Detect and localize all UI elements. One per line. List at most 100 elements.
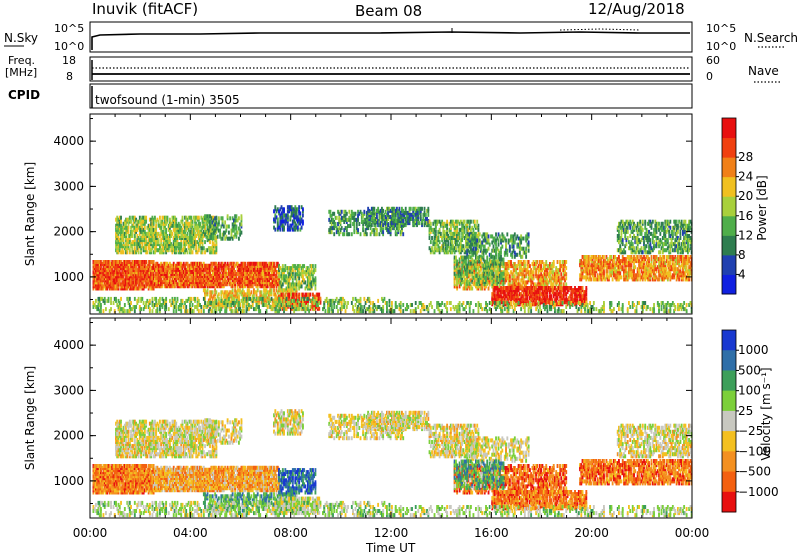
data-cell bbox=[453, 250, 456, 255]
data-cell bbox=[447, 240, 450, 245]
data-cell bbox=[513, 250, 516, 255]
data-cell bbox=[147, 244, 150, 249]
data-cell bbox=[515, 252, 518, 257]
data-cell bbox=[285, 213, 288, 218]
data-cell bbox=[355, 230, 358, 235]
data-cell bbox=[476, 225, 479, 230]
data-cell bbox=[136, 238, 139, 243]
data-cell bbox=[151, 238, 154, 243]
data-cell bbox=[283, 304, 285, 309]
data-cell bbox=[477, 236, 480, 240]
data-cell bbox=[264, 292, 267, 297]
data-cell bbox=[152, 270, 155, 274]
data-cell bbox=[318, 296, 321, 301]
data-cell bbox=[434, 219, 437, 224]
data-cell bbox=[540, 264, 543, 269]
data-cell bbox=[151, 280, 154, 285]
data-cell bbox=[93, 278, 96, 283]
data-cell bbox=[386, 215, 388, 219]
data-cell bbox=[291, 296, 294, 301]
data-cell bbox=[239, 267, 242, 272]
data-cell bbox=[295, 278, 298, 283]
data-cell bbox=[186, 217, 189, 222]
data-cell bbox=[545, 268, 548, 273]
data-cell bbox=[335, 226, 338, 231]
data-cell bbox=[165, 244, 168, 249]
data-cell bbox=[199, 221, 201, 226]
data-cell bbox=[263, 298, 265, 303]
data-cell bbox=[201, 263, 204, 268]
data-cell bbox=[482, 244, 485, 249]
data-cell bbox=[191, 221, 194, 226]
data-cell bbox=[97, 280, 100, 285]
data-cell bbox=[280, 270, 283, 275]
data-cell bbox=[441, 236, 444, 240]
data-cell bbox=[268, 261, 270, 266]
data-cell bbox=[265, 292, 268, 297]
data-cell bbox=[148, 238, 151, 243]
data-cell bbox=[152, 250, 155, 255]
data-cell bbox=[125, 274, 127, 279]
data-cell bbox=[437, 229, 440, 234]
date-title: 12/Aug/2018 bbox=[588, 0, 685, 18]
data-cell bbox=[491, 240, 494, 245]
data-cell bbox=[143, 274, 146, 279]
data-cell bbox=[293, 213, 296, 218]
data-cell bbox=[284, 268, 287, 273]
data-cell bbox=[234, 270, 237, 274]
data-cell bbox=[226, 276, 229, 281]
data-cell bbox=[344, 217, 347, 222]
data-cell bbox=[230, 292, 233, 297]
data-cell bbox=[470, 278, 472, 283]
data-cell bbox=[241, 282, 244, 287]
data-cell bbox=[166, 234, 169, 238]
data-cell bbox=[105, 280, 107, 285]
data-cell bbox=[537, 280, 540, 285]
data-cell bbox=[447, 250, 450, 255]
data-cell bbox=[343, 220, 346, 224]
data-cell bbox=[234, 280, 237, 285]
data-cell bbox=[142, 215, 145, 220]
data-cell bbox=[238, 288, 240, 293]
data-cell bbox=[308, 280, 311, 285]
data-cell bbox=[215, 216, 218, 221]
data-cell bbox=[128, 234, 131, 238]
data-cell bbox=[364, 217, 367, 222]
data-cell bbox=[244, 292, 247, 297]
data-cell bbox=[365, 215, 368, 219]
data-cell bbox=[233, 282, 235, 287]
data-cell bbox=[458, 250, 461, 255]
data-cell bbox=[145, 280, 148, 285]
data-cell bbox=[291, 268, 294, 273]
data-cell bbox=[214, 288, 217, 293]
data-cell bbox=[299, 300, 302, 305]
data-cell bbox=[264, 265, 267, 270]
data-cell bbox=[214, 272, 217, 276]
data-cell bbox=[309, 286, 312, 291]
data-cell bbox=[291, 286, 294, 291]
data-cell bbox=[215, 272, 218, 276]
data-cell bbox=[165, 236, 168, 240]
data-cell bbox=[186, 280, 189, 285]
data-cell bbox=[189, 242, 191, 247]
data-cell bbox=[131, 276, 134, 281]
data-cell bbox=[212, 294, 215, 299]
data-cell bbox=[503, 252, 506, 257]
data-cell bbox=[525, 268, 528, 273]
data-cell bbox=[130, 229, 132, 234]
data-cell bbox=[96, 274, 99, 279]
data-cell bbox=[121, 229, 124, 234]
data-cell bbox=[377, 219, 380, 223]
data-cell bbox=[169, 265, 171, 270]
data-cell bbox=[522, 266, 525, 271]
data-cell bbox=[432, 240, 435, 245]
data-cell bbox=[106, 286, 109, 291]
data-cell bbox=[300, 302, 303, 307]
data-cell bbox=[471, 234, 474, 238]
data-cell bbox=[338, 215, 341, 220]
data-cell bbox=[123, 231, 126, 236]
data-cell bbox=[353, 228, 356, 233]
data-cell bbox=[438, 240, 441, 245]
data-cell bbox=[152, 276, 155, 281]
data-cell bbox=[206, 214, 209, 219]
